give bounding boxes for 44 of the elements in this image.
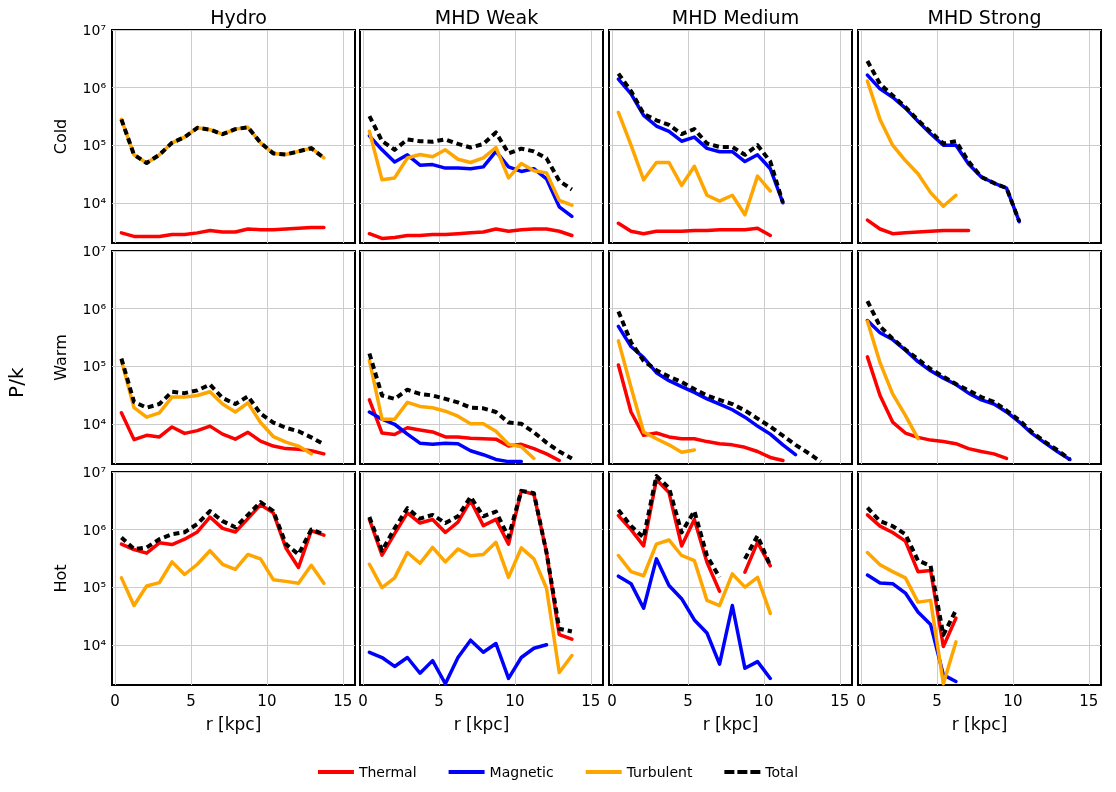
y-axis-title: Cold bbox=[50, 118, 70, 155]
chart-title: MHD Medium bbox=[671, 5, 800, 28]
y-tick-label: 10⁷ bbox=[82, 22, 106, 38]
x-tick-label: 5 bbox=[932, 691, 942, 710]
x-tick-label: 0 bbox=[358, 691, 368, 710]
y-tick-label: 10⁵ bbox=[82, 579, 106, 596]
y-tick-label: 10⁵ bbox=[82, 137, 106, 154]
x-tick-label: 5 bbox=[683, 691, 693, 710]
x-tick-label: 15 bbox=[333, 691, 353, 710]
y-tick-label: 10⁵ bbox=[82, 358, 106, 375]
x-tick-label: 5 bbox=[186, 691, 196, 710]
x-tick-label: 15 bbox=[830, 691, 850, 710]
x-tick-label: 10 bbox=[505, 691, 525, 710]
x-tick-label: 0 bbox=[607, 691, 617, 710]
y-tick-label: 10⁷ bbox=[82, 464, 106, 480]
x-tick-label: 0 bbox=[856, 691, 866, 710]
y-tick-label: 10⁴ bbox=[82, 194, 107, 211]
y-tick-label: 10⁴ bbox=[82, 636, 107, 653]
y-tick-label: 10⁶ bbox=[82, 300, 107, 317]
x-tick-label: 10 bbox=[754, 691, 774, 710]
chart-title: Hydro bbox=[210, 5, 267, 28]
legend-label: Total bbox=[764, 764, 799, 780]
y-axis-title: Warm bbox=[50, 334, 70, 381]
x-tick-label: 10 bbox=[1003, 691, 1023, 710]
x-tick-label: 15 bbox=[581, 691, 601, 710]
legend-label: Magnetic bbox=[489, 764, 554, 780]
x-tick-label: 0 bbox=[110, 691, 120, 710]
legend-label: Turbulent bbox=[625, 764, 693, 780]
y-tick-label: 10⁶ bbox=[82, 521, 107, 538]
x-axis-title: r [kpc] bbox=[205, 713, 262, 734]
x-axis-title: r [kpc] bbox=[453, 713, 510, 734]
x-axis-title: r [kpc] bbox=[702, 713, 759, 734]
y-tick-label: 10⁶ bbox=[82, 79, 107, 96]
x-tick-label: 5 bbox=[434, 691, 444, 710]
chart-title: MHD Strong bbox=[927, 5, 1042, 28]
x-axis-title: r [kpc] bbox=[951, 713, 1008, 734]
legend-label: Thermal bbox=[357, 764, 417, 780]
y-tick-label: 10⁴ bbox=[82, 415, 107, 432]
x-tick-label: 15 bbox=[1079, 691, 1099, 710]
x-tick-label: 10 bbox=[257, 691, 277, 710]
text: P/k bbox=[4, 367, 28, 398]
y-tick-label: 10⁷ bbox=[82, 243, 106, 259]
y-axis-title: Hot bbox=[50, 564, 70, 593]
chart-title: MHD Weak bbox=[434, 5, 539, 28]
